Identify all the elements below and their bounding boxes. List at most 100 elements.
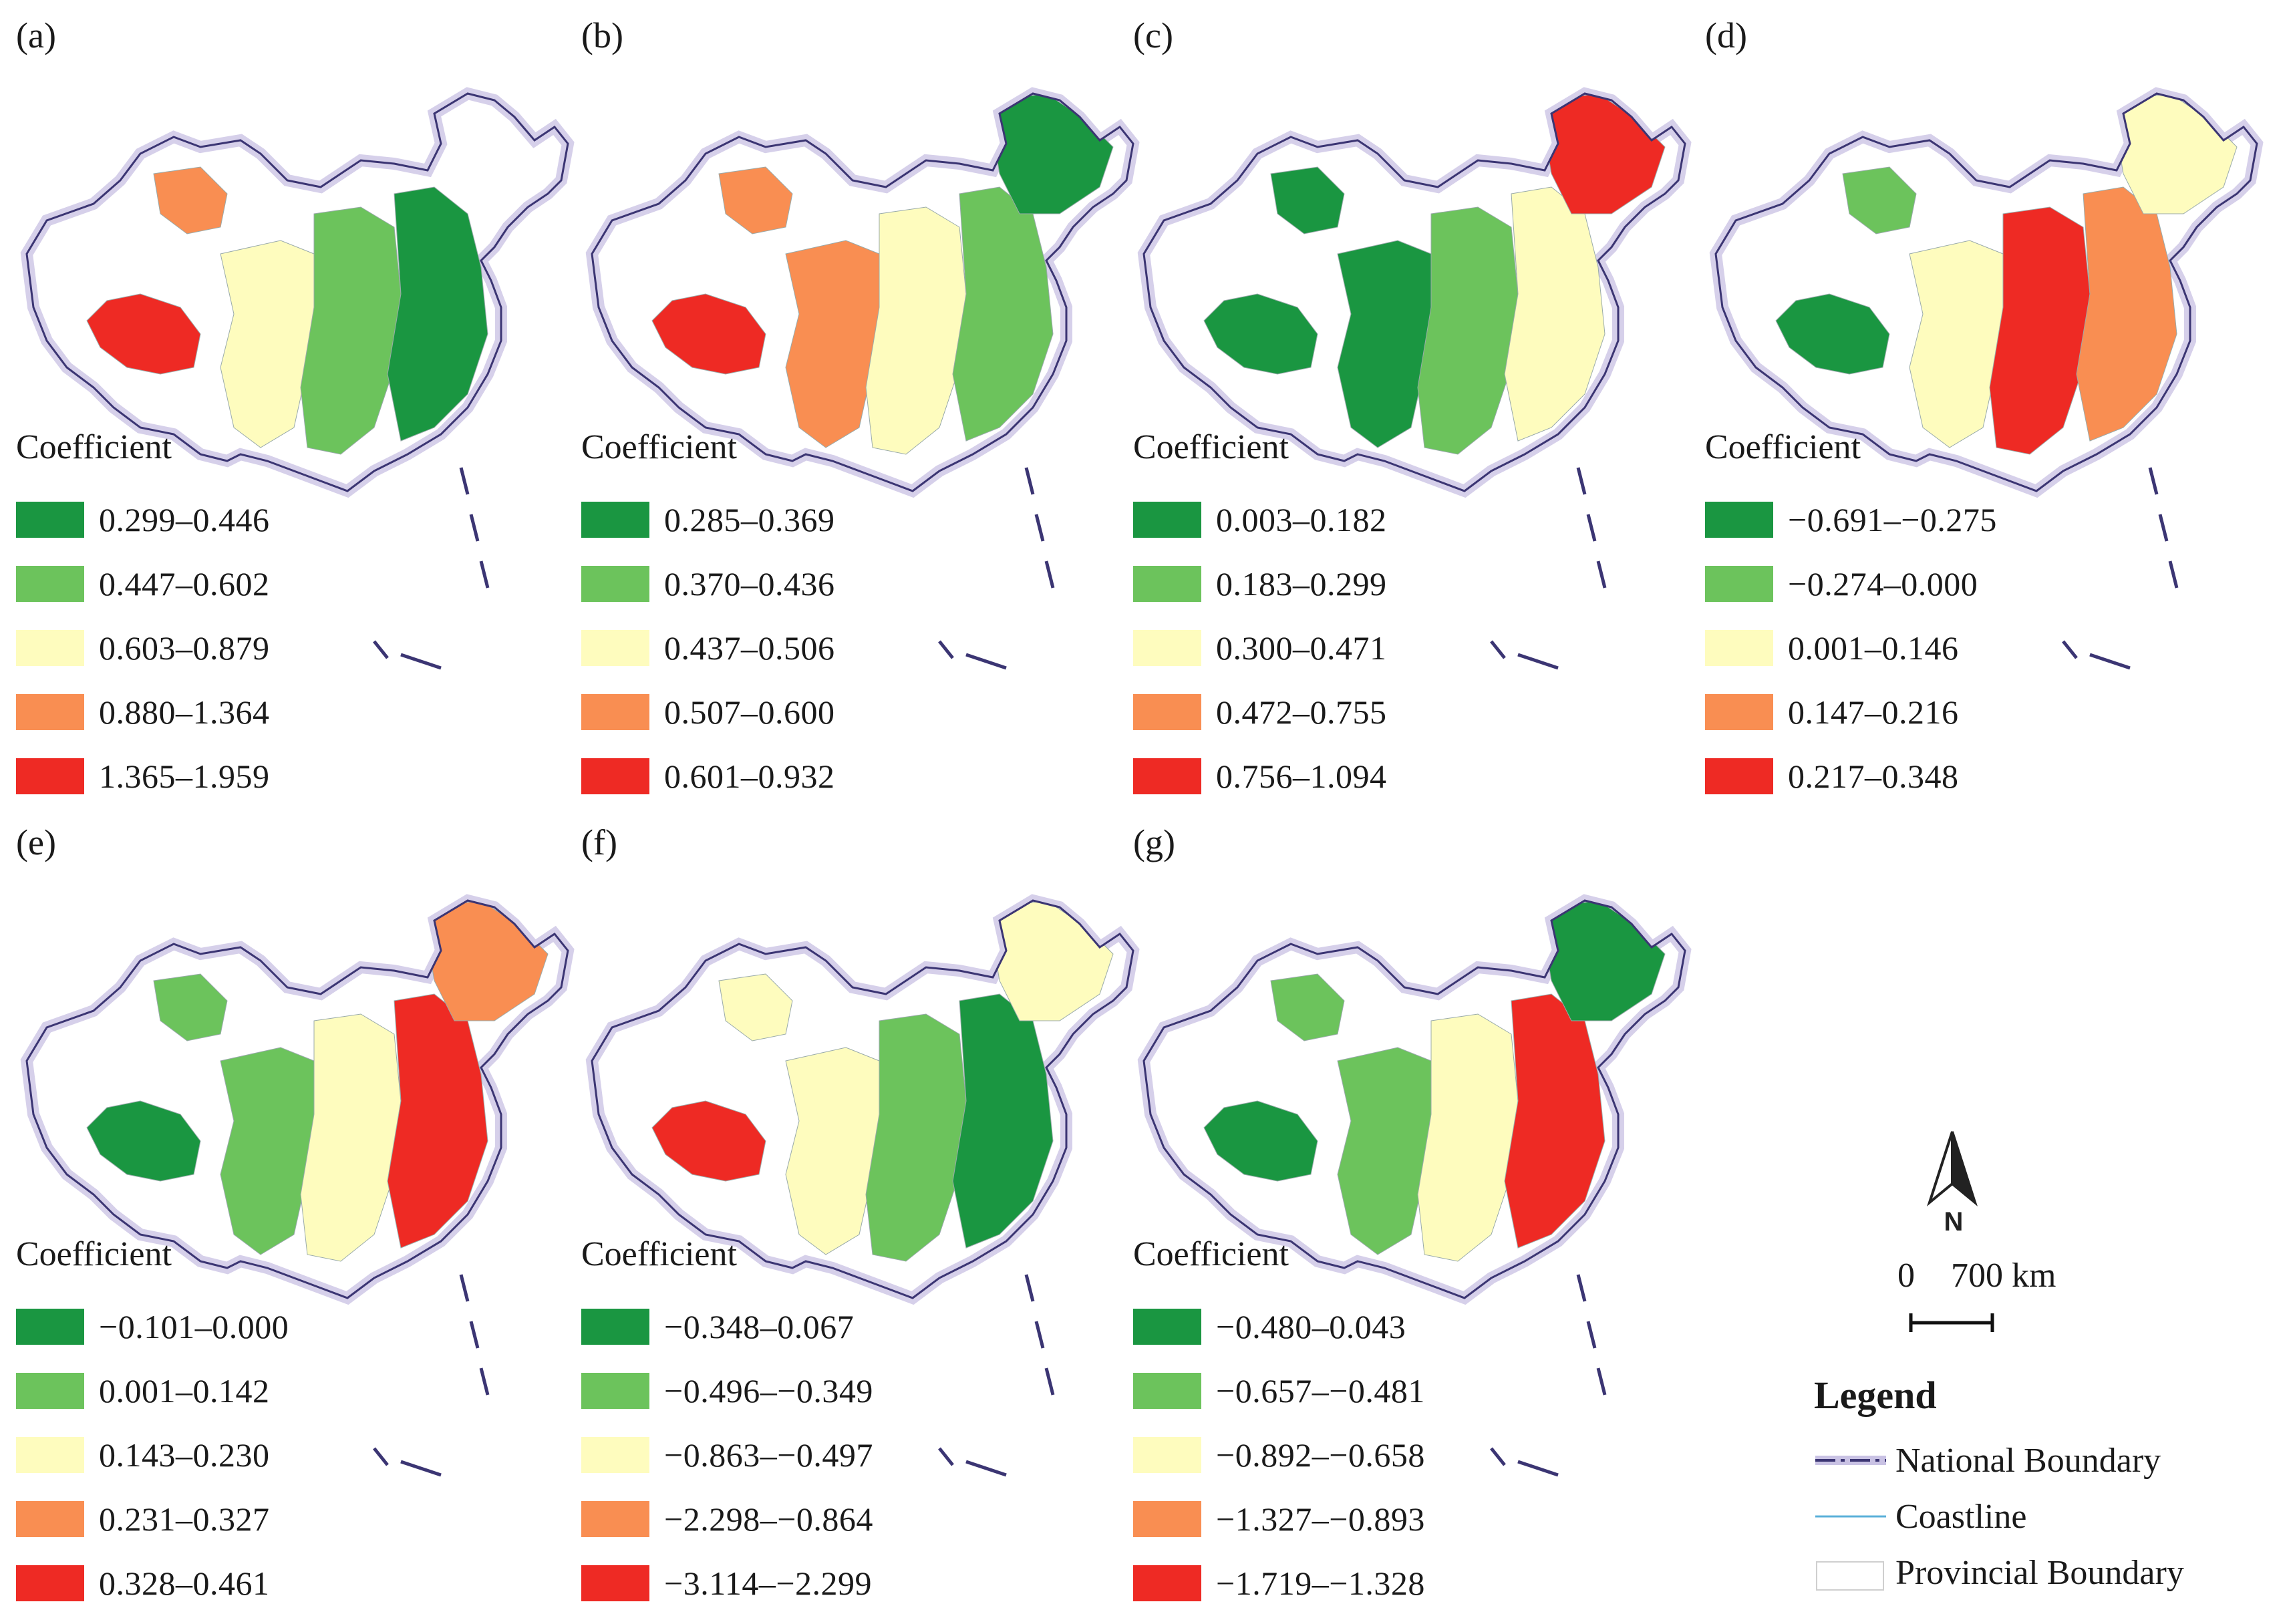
legend-class-e-4: 0.231–0.327 [16, 1487, 289, 1551]
region-zone [300, 1013, 402, 1262]
legend-list-g: −0.480–0.043 −0.657–−0.481 −0.892–−0.658 −1… [1133, 1295, 1425, 1615]
legend-class-b-5: 0.601–0.932 [581, 744, 835, 808]
legend-class-label: −0.348–0.067 [664, 1308, 855, 1345]
legend-class-f-3: −0.863–−0.497 [581, 1423, 873, 1487]
region-zone [1909, 240, 2010, 448]
region-zone [785, 240, 887, 448]
panel-label-d: (d) [1705, 15, 1747, 55]
legend-class-f-5: −3.114–−2.299 [581, 1551, 873, 1615]
legend-class-label: 0.437–0.506 [664, 629, 835, 667]
legend-swatch [16, 502, 84, 538]
national-boundary-line [591, 92, 1134, 492]
legend-swatch [16, 1565, 84, 1601]
region-zone [153, 166, 228, 234]
panel-label-a: (a) [16, 15, 56, 55]
legend-swatch [581, 502, 649, 538]
legend-label-coastline: Coastline [1895, 1497, 2027, 1536]
region-zone [785, 1047, 887, 1255]
china-map-c [1137, 87, 1692, 670]
legend-swatch [1133, 1309, 1201, 1345]
legend-class-label: −0.657–−0.481 [1216, 1372, 1425, 1410]
region-zone [1417, 1013, 1519, 1262]
national-boundary-line [1142, 92, 1686, 492]
legend-class-g-3: −0.892–−0.658 [1133, 1423, 1425, 1487]
north-arrow-icon: N [1927, 1131, 1978, 1237]
region-zone [220, 240, 321, 448]
legend-swatch [16, 758, 84, 794]
legend-swatch [16, 630, 84, 666]
legend-title-c: Coefficient [1133, 428, 1289, 466]
china-map-a [20, 87, 575, 670]
legend-swatch [1133, 566, 1201, 602]
legend-class-label: 0.472–0.755 [1216, 693, 1387, 731]
panel-label-e: (e) [16, 822, 56, 862]
region-zone [865, 206, 967, 455]
legend-title-a: Coefficient [16, 428, 172, 466]
legend-class-label: −0.496–−0.349 [664, 1372, 873, 1410]
region-zone [651, 1100, 766, 1182]
legend-swatch [581, 630, 649, 666]
region-zone [300, 206, 402, 455]
legend-class-label: 0.217–0.348 [1788, 758, 1959, 795]
south-china-sea-boundary [373, 467, 490, 670]
legend-class-a-2: 0.447–0.602 [16, 552, 270, 616]
legend-swatch [16, 1373, 84, 1409]
legend-list-e: −0.101–0.000 0.001–0.142 0.143–0.230 0.231–… [16, 1295, 289, 1615]
region-zone [1203, 1100, 1318, 1182]
legend-class-label: 0.147–0.216 [1788, 693, 1959, 731]
region-zone [220, 1047, 321, 1255]
legend-label-national-boundary: National Boundary [1895, 1441, 2161, 1480]
legend-class-label: −0.863–−0.497 [664, 1436, 873, 1474]
region-zone [1989, 206, 2091, 455]
legend-list-a: 0.299–0.446 0.447–0.602 0.603–0.879 0.880–1… [16, 488, 270, 808]
national-boundary-line-icon [1814, 1447, 1887, 1474]
legend-swatch [581, 566, 649, 602]
legend-swatch [581, 1309, 649, 1345]
china-map-b [585, 87, 1140, 670]
legend-class-a-1: 0.299–0.446 [16, 488, 270, 552]
national-boundary-line [591, 899, 1134, 1299]
national-boundary-line [1142, 899, 1686, 1299]
panel-label-c: (c) [1133, 15, 1173, 55]
legend-class-label: 0.756–1.094 [1216, 758, 1387, 795]
legend-class-label: 0.001–0.146 [1788, 629, 1959, 667]
legend-class-f-1: −0.348–0.067 [581, 1295, 873, 1359]
provincial-boundary-box-icon [1814, 1559, 1887, 1591]
legend-class-e-2: 0.001–0.142 [16, 1359, 289, 1423]
south-china-sea-boundary [373, 1274, 490, 1477]
legend-class-f-2: −0.496–−0.349 [581, 1359, 873, 1423]
legend-swatch [1133, 1437, 1201, 1473]
region-zone [1337, 240, 1438, 448]
region-zone [1842, 166, 1917, 234]
north-arrow: N [1924, 1129, 1984, 1239]
legend-list-c: 0.003–0.182 0.183–0.299 0.300–0.471 0.472–0… [1133, 488, 1387, 808]
panel-label-b: (b) [581, 15, 623, 55]
region-zone [865, 1013, 967, 1262]
legend-item-national-boundary: National Boundary [1814, 1432, 2184, 1488]
map-panel-c: (c) Coefficient 0.003–0.182 0.183–0.299 0.30… [1117, 0, 1692, 802]
legend-class-b-2: 0.370–0.436 [581, 552, 835, 616]
legend-class-d-1: −0.691–−0.275 [1705, 488, 1997, 552]
legend-swatch [16, 566, 84, 602]
legend-swatch [1133, 758, 1201, 794]
legend-class-label: 0.601–0.932 [664, 758, 835, 795]
legend-class-label: −1.327–−0.893 [1216, 1500, 1425, 1538]
south-china-sea-boundary [1490, 467, 1607, 670]
legend-class-label: 0.231–0.327 [99, 1500, 270, 1538]
legend-swatch [16, 1437, 84, 1473]
legend-swatch [16, 1309, 84, 1345]
legend-class-label: 0.370–0.436 [664, 565, 835, 603]
legend-class-c-1: 0.003–0.182 [1133, 488, 1387, 552]
legend-class-label: −3.114–−2.299 [664, 1565, 873, 1602]
legend-list-d: −0.691–−0.275 −0.274–0.000 0.001–0.146 0.14… [1705, 488, 1997, 808]
legend-class-c-2: 0.183–0.299 [1133, 552, 1387, 616]
legend-class-label: 0.001–0.142 [99, 1372, 270, 1410]
legend-swatch [1133, 694, 1201, 730]
coastline-line-icon [1814, 1503, 1887, 1530]
china-map-g [1137, 894, 1692, 1477]
region-zone [651, 293, 766, 375]
legend-class-g-1: −0.480–0.043 [1133, 1295, 1425, 1359]
legend-class-c-5: 0.756–1.094 [1133, 744, 1387, 808]
legend-swatch [1133, 1501, 1201, 1537]
map-panel-d: (d) Coefficient −0.691–−0.275 −0.274–0.000 0… [1689, 0, 2264, 802]
